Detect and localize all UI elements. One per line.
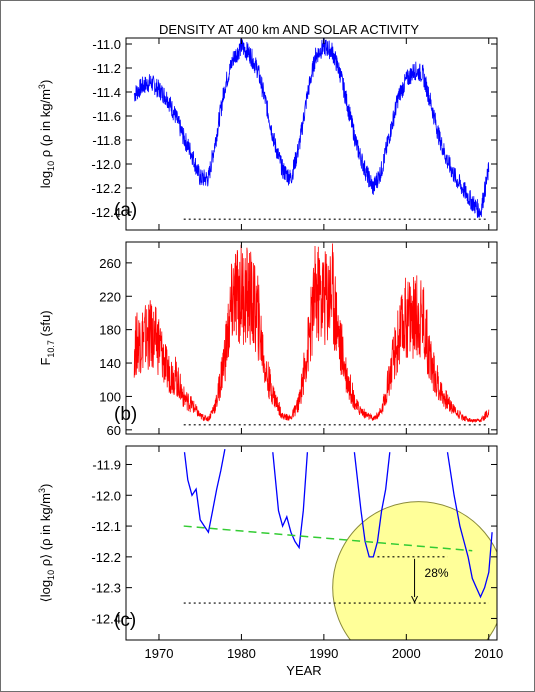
y-tick-label: -12.1 xyxy=(91,519,121,534)
x-tick-label: 2010 xyxy=(474,646,503,661)
y-tick-label: 100 xyxy=(99,389,121,404)
y-tick-label: 220 xyxy=(99,289,121,304)
y-tick-label: 140 xyxy=(99,356,121,371)
y-tick-label: -12.4 xyxy=(91,611,121,626)
y-tick-label: 180 xyxy=(99,323,121,338)
annotation-label: 28% xyxy=(425,566,449,580)
y-tick-label: -12.4 xyxy=(91,205,121,220)
chart-title: DENSITY AT 400 km AND SOLAR ACTIVITY xyxy=(159,22,419,37)
panel-frame xyxy=(125,37,498,231)
y-axis-title: F10.7 (sfu) xyxy=(38,310,56,365)
y-tick-label: 60 xyxy=(107,423,121,438)
y-tick-label: -12.0 xyxy=(91,488,121,503)
panel-1: -11.0 -11.2 -11.4 -11.6 -11.8 -12.0 -12.2 -12.4… xyxy=(37,37,498,231)
y-tick-label: -11.2 xyxy=(92,61,121,76)
series-line-segment-1 xyxy=(183,448,226,534)
series-line-segment-3 xyxy=(353,452,391,558)
series-line xyxy=(133,38,490,218)
y-tick-label: -12.3 xyxy=(91,581,121,596)
panel-label: (b) xyxy=(114,404,137,425)
trend-line xyxy=(183,525,473,552)
series-line-segment-4 xyxy=(446,452,493,599)
y-tick-label: -12.2 xyxy=(91,550,121,565)
panel-3: 28% -11.9 -12.0 -12.1 -12.2 -12.3 -12.4 1970 198… xyxy=(37,445,503,661)
y-tick-label: -11.8 xyxy=(92,133,121,148)
panel-2: 260 220 180 140 100 60(b) F10.7 (sfu) xyxy=(38,241,498,438)
y-tick-label: 260 xyxy=(99,256,121,271)
plot-area xyxy=(133,243,490,426)
panels-group: -11.0 -11.2 -11.4 -11.6 -11.8 -12.0 -12.2 -12.4… xyxy=(37,37,503,661)
annotation-arrow-head xyxy=(411,595,419,604)
y-tick-label: -11.6 xyxy=(92,109,121,124)
x-tick-label: 2000 xyxy=(392,646,421,661)
y-tick-label: -11.9 xyxy=(92,457,121,472)
x-tick-label: 1990 xyxy=(309,646,338,661)
series-line-segment-2 xyxy=(272,452,309,550)
panel-frame xyxy=(125,241,498,435)
series-line xyxy=(133,243,490,423)
x-tick-label: 1980 xyxy=(227,646,256,661)
panel-label: (c) xyxy=(114,610,136,631)
y-tick-label: -12.0 xyxy=(91,157,121,172)
panel-label: (a) xyxy=(114,200,137,221)
y-tick-label: -11.4 xyxy=(92,85,121,100)
y-axis-title: ⟨log10 ρ⟩ (ρ in kg/m3) xyxy=(37,484,56,603)
x-axis-title: YEAR xyxy=(286,663,321,678)
panel-frame xyxy=(125,445,498,641)
plot-area xyxy=(133,38,490,220)
y-tick-label: -11.0 xyxy=(92,37,121,52)
y-axis-title: log10 ρ (ρ in kg/m3) xyxy=(37,80,56,189)
y-tick-label: -12.2 xyxy=(91,181,121,196)
x-tick-label: 1970 xyxy=(145,646,174,661)
plot-area: 28% xyxy=(183,448,497,640)
